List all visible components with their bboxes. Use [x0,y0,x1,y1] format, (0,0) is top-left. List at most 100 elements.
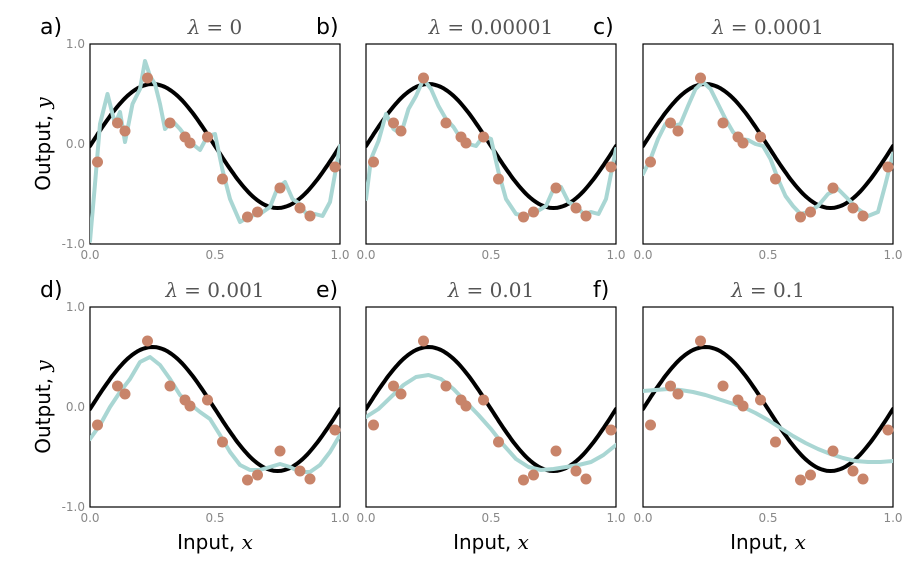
y-axis-label: Output, y [31,360,55,454]
data-point [460,137,472,149]
data-point [112,380,123,392]
data-point [329,161,341,173]
x-tick-label: 1.0 [606,248,625,262]
panel-title: λ = 0.1 [730,278,805,302]
panel-title: λ = 0.01 [447,278,534,302]
data-point [755,131,766,143]
data-point [395,388,407,400]
data-point [737,400,749,412]
x-tick-label: 0.5 [481,511,500,525]
panel-f: f) λ = 0.1 0.0 0.5 1.0 Input, x [593,278,903,554]
data-point [440,380,452,392]
data-point [695,72,706,84]
data-point [304,473,316,485]
x-tick-label: 1.0 [330,248,349,262]
data-point [92,419,103,431]
data-point [294,465,306,477]
data-point [847,465,859,477]
y-axis-label: Output, y [31,97,55,191]
data-point [493,173,504,185]
x-axis-label: Input, x [730,530,806,554]
data-point [755,394,766,406]
data-point [242,211,253,223]
true-function-curve [90,345,340,473]
data-point [672,388,684,400]
data-point [478,131,489,143]
data-point [857,210,869,222]
data-point [304,210,316,222]
data-point [184,400,196,412]
data-point [368,156,379,168]
data-point [528,469,539,481]
panel-label: f) [593,278,609,303]
data-point [645,156,656,168]
data-point [252,206,263,218]
data-point [518,474,529,486]
panel-label: e) [316,278,338,303]
fitted-model-curve [643,80,893,218]
lambda-symbol: λ [187,15,201,39]
data-point [717,117,729,129]
panel-title: λ = 0.00001 [428,15,554,39]
data-point [882,424,894,436]
fitted-model-curve [366,373,616,472]
true-function-curve [366,345,616,473]
data-point [202,394,213,406]
panel-label: b) [316,15,339,40]
lambda-value: = 0.00001 [447,15,553,39]
data-point [388,380,399,392]
data-point [580,473,592,485]
data-point [605,161,617,173]
x-tick-label: 0.0 [633,511,652,525]
data-point [274,182,286,194]
lambda-symbol: λ [730,278,744,302]
x-tick-label: 1.0 [606,511,625,525]
lambda-symbol: λ [428,15,442,39]
panel-title: λ = 0 [187,15,243,39]
data-point [717,380,729,392]
data-point [164,117,176,129]
data-point [827,182,839,194]
x-tick-label: 0.0 [356,511,375,525]
data-point [770,436,781,448]
lambda-value: = 0.01 [467,278,535,302]
data-point [847,202,859,214]
data-point [388,117,399,129]
lambda-value: = 0 [206,15,242,39]
x-tick-label: 0.0 [80,248,99,262]
lambda-value: = 0.0001 [731,15,824,39]
y-tick-label: 1.0 [66,37,85,51]
panel-label: a) [40,15,62,40]
data-point [795,211,806,223]
data-point [550,445,562,457]
data-point [770,173,781,185]
x-tick-label: 1.0 [330,511,349,525]
data-point [695,335,706,347]
lambda-value: = 0.001 [184,278,264,302]
lambda-symbol: λ [447,278,461,302]
data-point [493,436,504,448]
true-function-curve [643,345,893,473]
data-point [184,137,196,149]
data-point [478,394,489,406]
data-point [142,335,153,347]
data-point [580,210,592,222]
data-point [92,156,103,168]
panel-title: λ = 0.0001 [711,15,824,39]
data-point [550,182,562,194]
data-point [202,131,213,143]
true-function-curve [643,82,893,210]
y-tick-label: 0.0 [66,400,85,414]
data-point [242,474,253,486]
x-tick-label: 0.5 [758,511,777,525]
data-point [805,469,816,481]
data-point [418,335,429,347]
fitted-model-curve [90,355,340,474]
data-point [368,419,379,431]
x-tick-label: 0.5 [481,248,500,262]
data-point [112,117,123,129]
x-tick-label: 0.0 [633,248,652,262]
data-point [418,72,429,84]
data-point [795,474,806,486]
